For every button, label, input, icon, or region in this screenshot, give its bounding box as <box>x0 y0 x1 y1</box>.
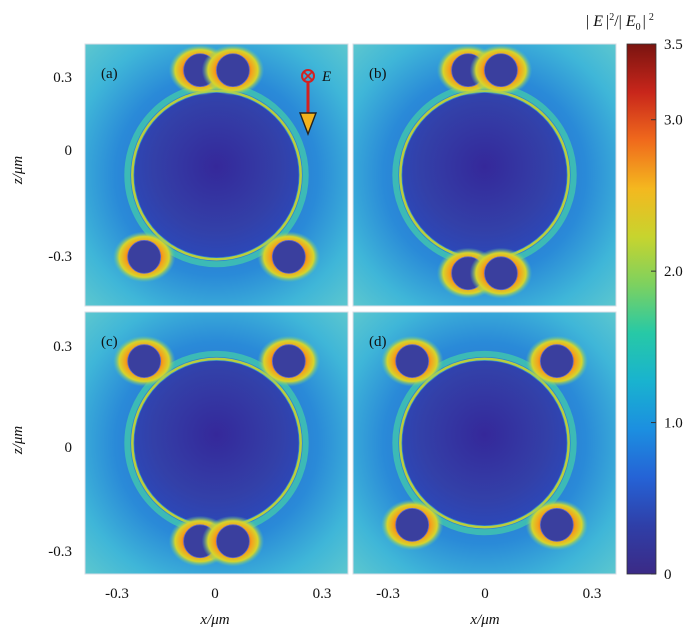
panel-frame <box>84 43 349 307</box>
ytick-top-0.3: 0.3 <box>53 70 72 86</box>
colorbar-title-sub-0: 0 <box>636 22 641 33</box>
nanoparticle <box>484 256 518 291</box>
nanoparticle <box>127 344 162 378</box>
xtick-left-0.3: 0.3 <box>313 586 332 602</box>
core-sphere <box>134 92 299 258</box>
nanoparticle <box>395 508 430 542</box>
ytick-top--0.3: -0.3 <box>48 249 72 265</box>
colorbar-gradient <box>626 43 657 575</box>
nanoparticle <box>539 508 574 542</box>
panel-label: (d) <box>369 334 387 350</box>
panel-label: (a) <box>101 66 118 82</box>
nanoparticle <box>271 240 306 274</box>
panel-frame <box>352 43 617 307</box>
nanoparticle <box>484 53 518 88</box>
ytick-top-0: 0 <box>65 143 73 159</box>
panels: (a) (b) (c) (d) <box>84 43 617 575</box>
panel-frame <box>352 311 617 575</box>
field-polarization-annotation: E <box>298 69 331 136</box>
propagation-cross-mark <box>303 71 313 81</box>
colorbar-title: | E |2/| E0 | 2 <box>586 12 654 33</box>
panel-frame <box>84 311 349 575</box>
core-sphere <box>402 360 567 526</box>
field-label: E <box>321 69 331 85</box>
xtick-right-0: 0 <box>481 586 489 602</box>
nanoparticle <box>395 344 430 378</box>
y-axis-label-top: z/μm <box>10 156 26 186</box>
colorbar: 01.02.03.03.5 | E |2/| E0 | 2 <box>586 12 683 583</box>
colorbar-tick-label: 1.0 <box>664 416 683 432</box>
heatmap-panel <box>85 44 348 306</box>
xtick-right-0.3: 0.3 <box>583 586 602 602</box>
ytick-bottom-0.3: 0.3 <box>53 339 72 355</box>
colorbar-title-slash: /| <box>614 13 622 30</box>
ytick-bottom-0: 0 <box>65 440 73 456</box>
y-axis-label-bottom: z/μm <box>10 426 26 456</box>
colorbar-title-E: E <box>592 13 603 30</box>
colorbar-title-exp-2: 2 <box>649 12 654 23</box>
core-sphere <box>134 360 299 526</box>
nanoparticle <box>216 53 250 88</box>
panel-label: (b) <box>369 66 387 82</box>
field-arrow-head-icon <box>298 112 318 136</box>
colorbar-tick-label: 3.0 <box>664 113 683 129</box>
colorbar-ticks: 0 1.0 2.0 3.0 3.5 <box>651 37 683 583</box>
heatmap-panel <box>85 312 348 574</box>
colorbar-title-exp-1: 2 <box>609 12 614 23</box>
colorbar-title-bar-1: | <box>586 13 589 30</box>
heatmap-panel <box>353 312 616 574</box>
core-rim-edge <box>399 357 570 529</box>
xtick-left--0.3: -0.3 <box>105 586 129 602</box>
colorbar-tick-label: 0 <box>664 567 672 583</box>
nanoparticle <box>127 240 162 274</box>
colorbar-title-bar-2: | <box>606 13 609 30</box>
x-axis-label-right: x/μm <box>469 612 499 628</box>
nanoparticle <box>216 524 250 559</box>
x-axis-label-left: x/μm <box>199 612 229 628</box>
colorbar-title-bar-3: | <box>643 13 646 30</box>
colorbar-title-E0: E <box>625 13 636 30</box>
colorbar-tick-label: 2.0 <box>664 264 683 280</box>
panel-label: (c) <box>101 334 118 350</box>
heatmap-panel <box>353 44 616 306</box>
ytick-bottom--0.3: -0.3 <box>48 544 72 560</box>
xtick-left-0: 0 <box>211 586 219 602</box>
nanoparticle <box>539 344 574 378</box>
core-rim-glow <box>392 350 577 536</box>
core-sphere <box>402 92 567 258</box>
xtick-right--0.3: -0.3 <box>376 586 400 602</box>
colorbar-tick-label: 3.5 <box>664 37 683 53</box>
nanoparticle <box>271 344 306 378</box>
